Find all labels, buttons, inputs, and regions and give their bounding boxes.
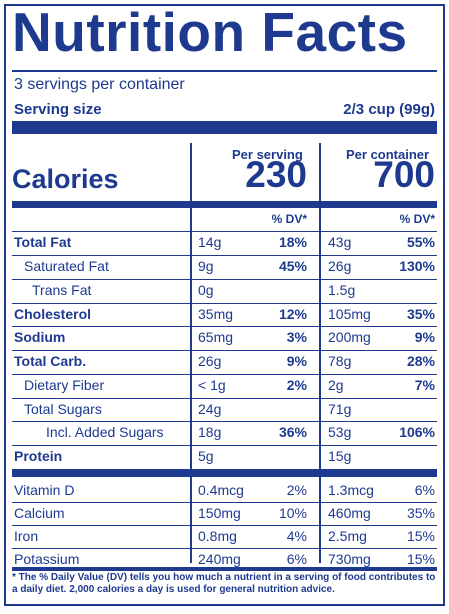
vitamin-container-amount: 2.5mg — [328, 528, 367, 544]
nutrient-name: Incl. Added Sugars — [46, 424, 164, 440]
label-title: Nutrition Facts — [12, 1, 408, 63]
calories-per-container: 700 — [373, 154, 435, 195]
serving-dv: 45% — [278, 258, 307, 274]
per-serving-header: Per serving — [232, 147, 303, 162]
thick-divider — [12, 201, 437, 208]
row-divider — [12, 374, 437, 375]
vitamin-serving-amount: 0.8mg — [198, 528, 237, 544]
serving-size-value: 2/3 cup (99g) — [343, 101, 435, 118]
container-amount: 71g — [328, 401, 352, 417]
serving-amount: 24g — [198, 401, 222, 417]
container-dv: 35% — [406, 306, 435, 322]
container-amount: 78g — [328, 353, 352, 369]
vitamin-serving-amount: 150mg — [198, 505, 241, 521]
vitamin-name: Iron — [14, 528, 39, 544]
serving-amount: 9g — [198, 258, 214, 274]
serving-amount: 18g — [198, 424, 222, 440]
serving-amount: 65mg — [198, 329, 234, 345]
serving-amount: 0g — [198, 282, 214, 298]
nutrient-name: Total Fat — [14, 234, 72, 250]
container-dv: 55% — [406, 234, 435, 250]
row-divider — [12, 350, 437, 351]
vitamin-serving-dv: 2% — [286, 482, 307, 498]
dv-header-container: % DV* — [399, 212, 435, 226]
serving-amount: 5g — [198, 448, 214, 464]
row-divider — [12, 421, 437, 422]
row-divider — [12, 231, 437, 232]
nutrient-name: Total Carb. — [14, 353, 87, 369]
container-amount: 2g — [328, 377, 344, 393]
row-divider — [12, 279, 437, 280]
vitamin-container-amount: 1.3mcg — [328, 482, 374, 498]
serving-amount: < 1g — [198, 377, 226, 393]
per-container-header: Per container — [346, 147, 430, 162]
serving-dv: 18% — [278, 234, 307, 250]
serving-amount: 26g — [198, 353, 222, 369]
footnote: * The % Daily Value (DV) tells you how m… — [12, 572, 436, 595]
container-dv: 130% — [399, 258, 435, 274]
container-amount: 105mg — [328, 306, 371, 322]
vitamin-container-dv: 6% — [414, 482, 435, 498]
row-divider — [12, 548, 437, 549]
serving-dv: 36% — [278, 424, 307, 440]
serving-size-label: Serving size — [14, 101, 102, 118]
vitamin-name: Vitamin D — [14, 482, 75, 498]
vitamin-serving-dv: 6% — [286, 551, 307, 567]
nutrient-name: Protein — [14, 448, 63, 464]
row-divider — [12, 326, 437, 327]
row-divider — [12, 398, 437, 399]
vitamin-container-amount: 460mg — [328, 505, 371, 521]
row-divider — [12, 502, 437, 503]
vitamin-container-amount: 730mg — [328, 551, 371, 567]
row-divider — [12, 303, 437, 304]
container-amount: 1.5g — [328, 282, 356, 298]
serving-amount: 14g — [198, 234, 222, 250]
vitamin-container-dv: 35% — [406, 505, 435, 521]
container-dv: 7% — [414, 377, 435, 393]
vitamin-serving-amount: 0.4mcg — [198, 482, 244, 498]
container-dv: 106% — [399, 424, 435, 440]
thick-divider — [12, 567, 437, 571]
vitamin-name: Potassium — [14, 551, 80, 567]
container-amount: 26g — [328, 258, 352, 274]
serving-amount: 35mg — [198, 306, 234, 322]
row-divider — [12, 255, 437, 256]
serving-dv: 9% — [286, 353, 307, 369]
column-separator — [190, 143, 192, 563]
nutrient-name: Trans Fat — [32, 282, 92, 298]
nutrition-label: Nutrition Facts 3 servings per container… — [4, 1, 445, 606]
nutrient-name: Cholesterol — [14, 306, 92, 322]
container-amount: 53g — [328, 424, 352, 440]
container-amount: 43g — [328, 234, 352, 250]
container-dv: 9% — [414, 329, 435, 345]
thick-divider — [12, 469, 437, 477]
container-amount: 15g — [328, 448, 352, 464]
vitamin-container-dv: 15% — [406, 528, 435, 544]
row-divider — [12, 445, 437, 446]
thick-divider — [12, 121, 437, 134]
vitamin-name: Calcium — [14, 505, 65, 521]
column-separator — [319, 143, 321, 563]
vitamin-serving-dv: 4% — [286, 528, 307, 544]
calories-per-serving: 230 — [245, 154, 307, 195]
servings-per-container: 3 servings per container — [14, 76, 185, 93]
dv-header-serving: % DV* — [271, 212, 307, 226]
vitamin-serving-amount: 240mg — [198, 551, 241, 567]
serving-dv: 3% — [286, 329, 307, 345]
nutrient-name: Total Sugars — [24, 401, 102, 417]
nutrient-name: Dietary Fiber — [24, 377, 105, 393]
vitamin-container-dv: 15% — [406, 551, 435, 567]
container-amount: 200mg — [328, 329, 371, 345]
nutrient-name: Saturated Fat — [24, 258, 109, 274]
row-divider — [12, 525, 437, 526]
container-dv: 28% — [406, 353, 435, 369]
calories-label: Calories — [12, 164, 119, 194]
vitamin-serving-dv: 10% — [278, 505, 307, 521]
nutrient-name: Sodium — [14, 329, 66, 345]
serving-dv: 2% — [286, 377, 307, 393]
divider — [12, 70, 437, 72]
serving-dv: 12% — [278, 306, 307, 322]
